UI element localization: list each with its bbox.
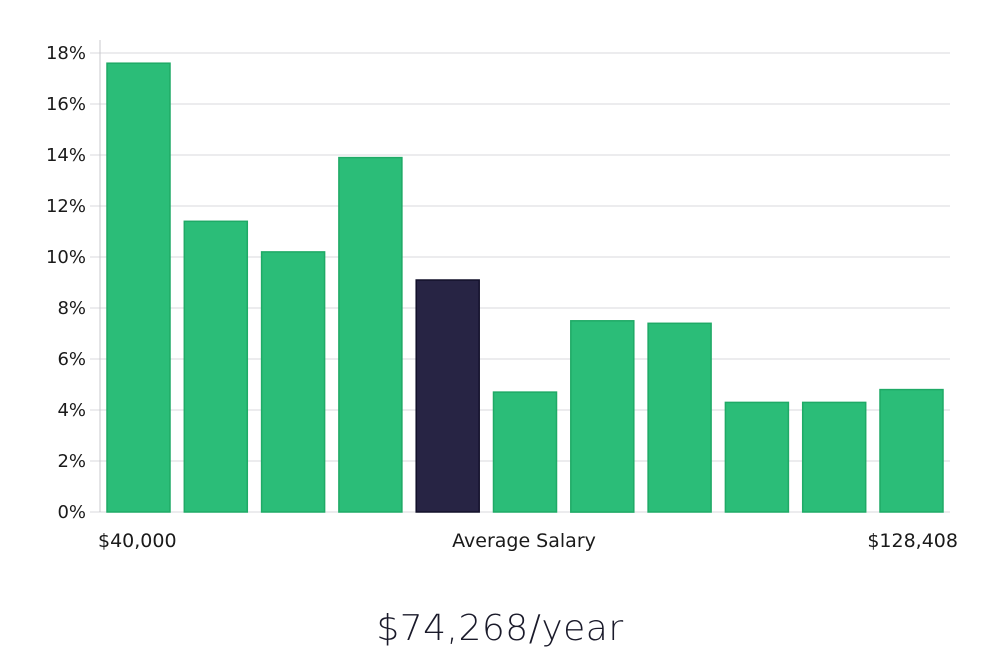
bar — [106, 62, 171, 513]
bar — [338, 156, 403, 513]
y-tick-label: 2% — [57, 451, 86, 472]
y-tick-label: 0% — [57, 502, 86, 523]
bar — [879, 388, 944, 513]
x-label-max: $128,408 — [867, 530, 958, 552]
y-tick-label: 14% — [46, 145, 86, 166]
y-axis-ticks: 0% 2% 4% 6% 8% 10% 12% 14% 16% 18% — [46, 43, 86, 523]
x-label-min: $40,000 — [98, 530, 177, 552]
y-tick-label: 18% — [46, 43, 86, 64]
bar — [801, 401, 867, 513]
y-tick-label: 6% — [57, 349, 86, 370]
bar — [260, 251, 326, 513]
y-tick-label: 16% — [46, 94, 86, 115]
y-tick-label: 4% — [57, 400, 86, 421]
bar — [724, 401, 790, 513]
y-tick-label: 12% — [46, 196, 86, 217]
x-label-average-salary: Average Salary — [452, 530, 596, 552]
bar — [492, 391, 558, 513]
bar — [570, 320, 635, 513]
bar-average-salary — [415, 279, 480, 513]
bar — [183, 220, 249, 513]
bar — [647, 322, 712, 513]
average-salary-caption: $74,268/year — [376, 608, 624, 649]
y-tick-label: 8% — [57, 298, 86, 319]
bars — [106, 62, 944, 513]
y-tick-label: 10% — [46, 247, 86, 268]
